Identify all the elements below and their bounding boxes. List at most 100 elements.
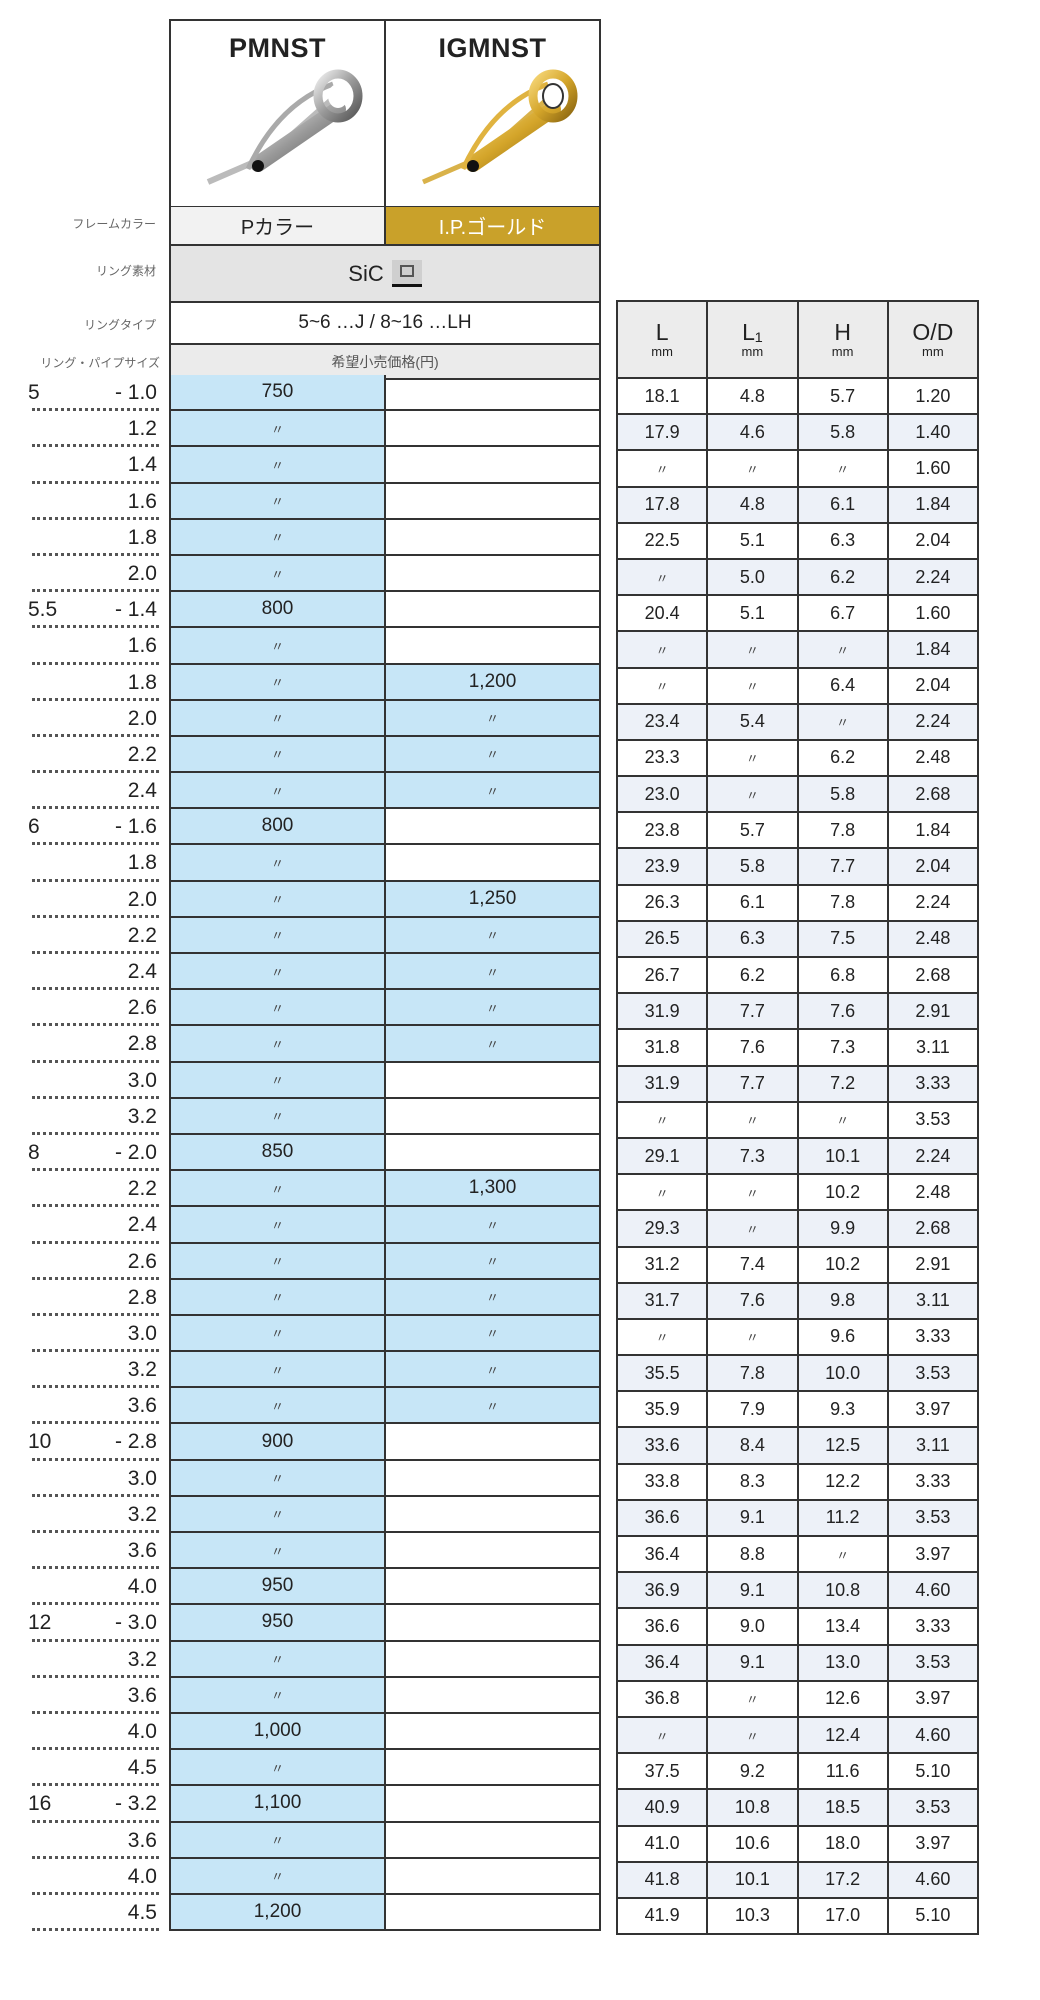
spec-header-label: H [834, 319, 851, 345]
price-igmnst [384, 1496, 601, 1531]
spec-cell: 36.8 [644, 1688, 680, 1709]
size-label: 3.6 [32, 1533, 159, 1570]
price-row: 〃 [169, 483, 601, 520]
price-row: 〃 [169, 1098, 601, 1135]
spec-cell: 1.60 [886, 451, 977, 486]
pipe-size: 1.8 [127, 851, 157, 875]
spec-cell: 4.8 [706, 487, 796, 522]
spec-cell: 41.9 [644, 1905, 680, 1926]
pipe-size: 3.6 [127, 1683, 157, 1707]
spec-cell: 9.6 [796, 1319, 887, 1355]
spec-cell: 3.11 [886, 1030, 977, 1065]
spec-cell: 9.1 [706, 1645, 796, 1680]
spec-cell: 8.4 [706, 1428, 796, 1463]
price-row: 850 [169, 1134, 601, 1172]
spec-cell: 7.7 [706, 994, 796, 1029]
spec-cell: 〃 [655, 1330, 669, 1346]
size-column: 5 - 1.0 1.2 1.4 1.6 1.8 2.0 5.5 - 1.4 1.6 1.8 2.0 2.… [0, 375, 159, 1932]
price-igmnst: 〃 [384, 773, 601, 808]
price-row: 〃 [169, 845, 601, 882]
pipe-size: 3.0 [127, 1466, 157, 1490]
label-frame-color: フレームカラー [72, 217, 156, 231]
spec-cell: 10.8 [796, 1573, 887, 1608]
pipe-size: 2.6 [127, 996, 157, 1020]
spec-cell: 12.6 [796, 1681, 887, 1716]
spec-cell: 〃 [796, 1537, 887, 1572]
spec-cell: 11.6 [796, 1754, 887, 1789]
price-row: 〃〃 [169, 1352, 601, 1389]
price-row: 〃 [169, 447, 601, 484]
frame-color-p: Pカラー [171, 207, 384, 244]
spec-cell: 3.97 [886, 1537, 977, 1572]
spec-cell: 10.1 [796, 1138, 887, 1174]
spec-cell: 1.84 [886, 632, 977, 667]
price-pmnst: 〃 [169, 736, 384, 772]
spec-cell: 〃 [655, 1185, 669, 1201]
pipe-size: 1.6 [127, 634, 157, 658]
spec-row: 〃〃 6.4 2.04 [618, 668, 977, 705]
spec-cell: 5.7 [796, 379, 887, 414]
spec-cell: 6.2 [796, 559, 887, 595]
spec-cell: 〃 [706, 1211, 796, 1246]
spec-cell: 4.60 [886, 1862, 977, 1897]
spec-cell: 2.68 [886, 1211, 977, 1246]
price-igmnst [384, 1894, 601, 1930]
price-igmnst [384, 628, 601, 663]
spec-row: 23.4 5.4 〃 2.24 [618, 704, 977, 741]
price-igmnst: 〃 [384, 1388, 601, 1423]
price-pmnst: 950 [169, 1569, 384, 1604]
spec-cell: 6.2 [706, 958, 796, 993]
spec-cell: 2.48 [886, 740, 977, 776]
price-row: 〃 [169, 628, 601, 665]
price-row: 〃〃 [169, 773, 601, 810]
pipe-size: 2.2 [127, 923, 157, 947]
pipe-size: 2.0 [127, 561, 157, 585]
spec-cell: 37.5 [644, 1760, 680, 1781]
spec-cell: 2.68 [886, 777, 977, 812]
price-row: 〃〃 [169, 1388, 601, 1425]
spec-cell: 〃 [796, 451, 887, 486]
spec-row: 36.4 8.8 〃 3.97 [618, 1537, 977, 1574]
price-row: 950 [169, 1569, 601, 1606]
ring-size: 6 [28, 815, 40, 839]
spec-cell: 8.3 [706, 1464, 796, 1499]
spec-cell: 9.1 [706, 1573, 796, 1608]
pipe-size: 3.6 [127, 1394, 157, 1418]
spec-cell: 12.4 [796, 1717, 887, 1753]
spec-row: 〃〃〃 3.53 [618, 1102, 977, 1139]
spec-cell: 〃 [706, 1319, 796, 1355]
size-label: 3.2 [32, 1099, 159, 1135]
price-pmnst: 〃 [169, 664, 384, 699]
spec-cell: 10.2 [796, 1247, 887, 1282]
price-pmnst: 1,200 [169, 1894, 384, 1930]
size-label: 2.0 [32, 882, 159, 918]
spec-cell: 〃 [655, 570, 669, 586]
pipe-size: 4.0 [127, 1719, 157, 1743]
price-pmnst: 〃 [169, 1858, 384, 1893]
price-row: 〃 [169, 519, 601, 556]
spec-row: 31.8 7.6 7.3 3.11 [618, 1030, 977, 1067]
label-ring-pipe-size: リング・パイプサイズ [40, 356, 160, 370]
pipe-size: 1.8 [127, 525, 157, 549]
spec-row: 26.3 6.1 7.8 2.24 [618, 885, 977, 922]
price-pmnst: 〃 [169, 1315, 384, 1351]
size-label: 2.4 [32, 954, 159, 991]
pipe-size: 3.0 [127, 1321, 157, 1345]
spec-cell: 7.8 [796, 885, 887, 920]
price-igmnst [384, 1822, 601, 1857]
spec-cell: 41.0 [644, 1833, 680, 1854]
spec-cell: 3.53 [886, 1102, 977, 1137]
label-ring-type: リングタイプ [83, 318, 156, 332]
spec-cell: 20.4 [644, 602, 680, 623]
size-label: 1.8 [32, 665, 159, 701]
spec-row: 29.3 〃 9.9 2.68 [618, 1211, 977, 1248]
spec-row: 31.9 7.7 7.6 2.91 [618, 994, 977, 1031]
spec-row: 〃〃 10.2 2.48 [618, 1175, 977, 1212]
size-label: 3.6 [32, 1388, 159, 1425]
spec-row: 36.6 9.0 13.4 3.33 [618, 1609, 977, 1646]
spec-cell: 1.20 [886, 379, 977, 414]
price-igmnst [384, 1533, 601, 1568]
pipe-size: 3.6 [127, 1539, 157, 1562]
spec-cell: 〃 [655, 642, 669, 658]
spec-cell: 5.8 [706, 849, 796, 884]
